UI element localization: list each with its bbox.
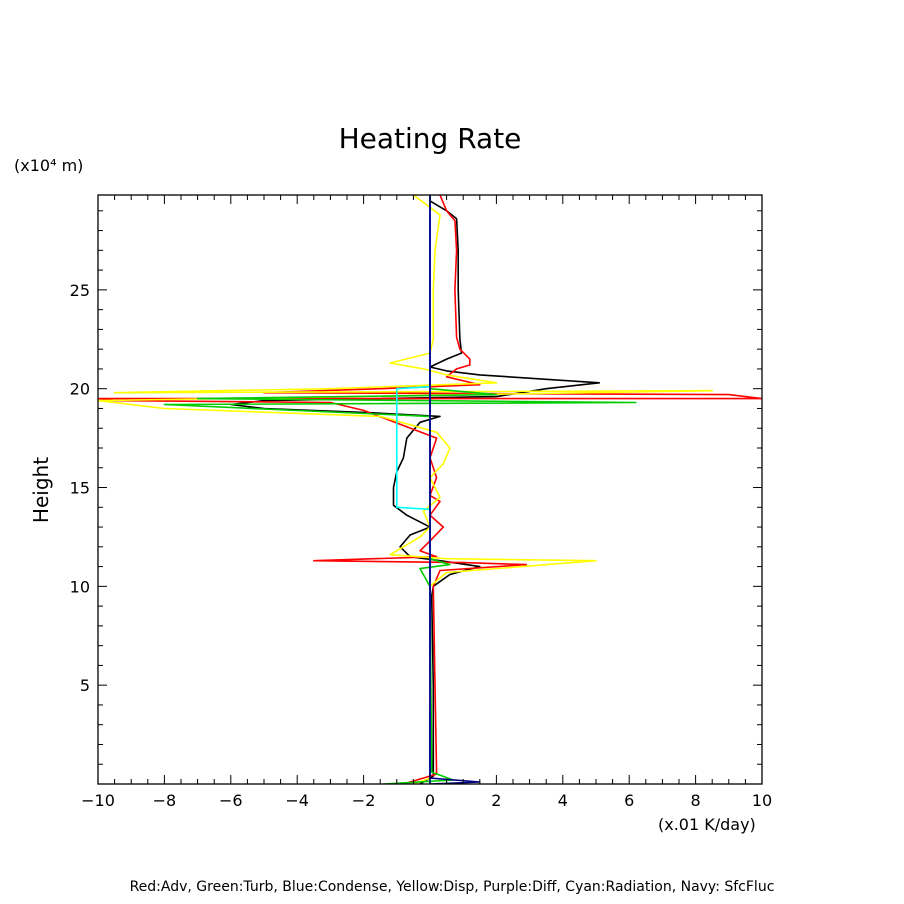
x-tick-label: 0 xyxy=(425,791,435,810)
x-tick-label: 2 xyxy=(491,791,501,810)
x-unit-label: (x.01 K/day) xyxy=(658,815,756,834)
series-layer xyxy=(98,195,762,784)
x-tick-label: −4 xyxy=(285,791,309,810)
series-line-1 xyxy=(98,195,762,784)
y-tick-label: 10 xyxy=(70,577,90,596)
x-tick-label: 10 xyxy=(752,791,772,810)
series-line-6 xyxy=(429,195,481,784)
x-tick-label: 6 xyxy=(624,791,634,810)
y-axis-label: Height xyxy=(29,457,53,523)
legend-text: Red:Adv, Green:Turb, Blue:Condense, Yell… xyxy=(130,879,775,895)
x-tick-label: −6 xyxy=(219,791,243,810)
x-tick-label: −10 xyxy=(81,791,115,810)
chart-title: Heating Rate xyxy=(339,122,522,155)
y-tick-label: 15 xyxy=(70,479,90,498)
x-tick-label: 8 xyxy=(691,791,701,810)
series-line-2 xyxy=(98,195,713,784)
y-tick-label: 5 xyxy=(80,676,90,695)
axis-layer: −10 −8 −6 −4 −2 0 2 4 6 8 10 5 10 15 20 25 xyxy=(70,194,772,810)
series-line-0 xyxy=(230,200,601,784)
x-tick-label: 4 xyxy=(558,791,568,810)
x-tick-label: −2 xyxy=(352,791,376,810)
y-tick-label: 25 xyxy=(70,281,90,300)
y-tick-label: 20 xyxy=(70,380,90,399)
x-tick-label: −8 xyxy=(153,791,177,810)
series-line-4 xyxy=(396,195,431,784)
series-line-3 xyxy=(163,387,637,784)
y-unit-label: (x10⁴ m) xyxy=(14,156,83,175)
